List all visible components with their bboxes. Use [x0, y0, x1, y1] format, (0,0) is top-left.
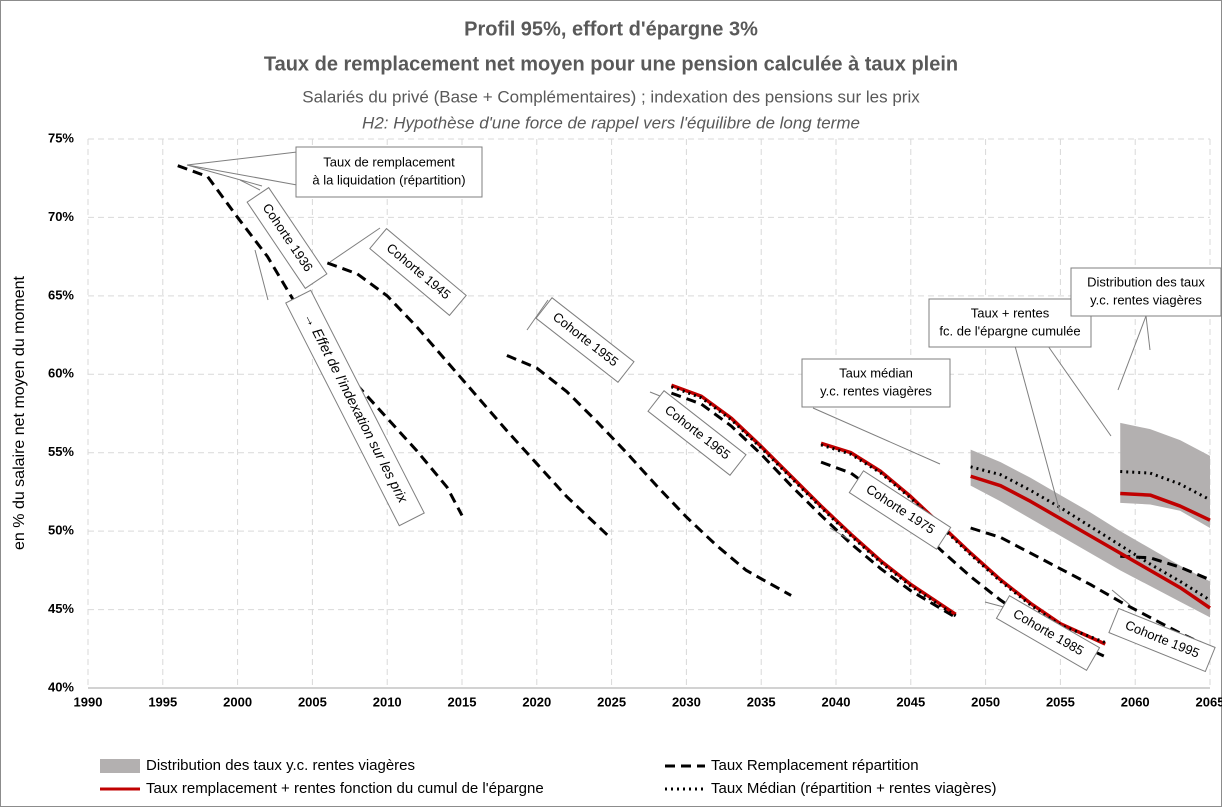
x-tick-label: 2015: [448, 694, 477, 709]
x-tick-label: 2040: [822, 694, 851, 709]
annotation-box: [1070, 267, 1222, 317]
y-tick-label: 75%: [48, 130, 74, 145]
annotation-text: Taux de remplacement: [323, 154, 455, 169]
chart-subtitle2: Salariés du privé (Base + Complémentaire…: [302, 87, 920, 106]
annotation-text: Taux + rentes: [971, 305, 1050, 320]
band: [970, 449, 1210, 618]
x-tick-label: 2020: [522, 694, 551, 709]
x-tick-label: 2005: [298, 694, 327, 709]
legend-label: Distribution des taux y.c. rentes viagèr…: [146, 757, 415, 774]
annotation-box: [928, 298, 1092, 348]
x-tick-label: 1995: [148, 694, 177, 709]
x-tick-label: 2045: [896, 694, 925, 709]
annotation-box: [1108, 607, 1216, 673]
leader-line: [812, 407, 941, 465]
x-tick-label: 2025: [597, 694, 626, 709]
annotation: Distribution des taux y.c. rentes viagère…: [1070, 267, 1222, 317]
leader-line: [1117, 315, 1147, 391]
x-tick-label: 2035: [747, 694, 776, 709]
x-tick-label: 2055: [1046, 694, 1075, 709]
x-tick-label: 2060: [1121, 694, 1150, 709]
leader-line: [1014, 345, 1061, 513]
leader-line: [1047, 345, 1112, 437]
annotation-text: fc. de l'épargne cumulée: [939, 323, 1080, 338]
leader-line: [239, 179, 261, 191]
x-tick-label: 2065: [1196, 694, 1222, 709]
leader-line: [526, 299, 549, 331]
annotation-box: [285, 289, 425, 527]
line: [670, 383, 1211, 646]
annotation: Taux de remplacement à la liquidation (ré…: [295, 146, 483, 198]
legend-swatch: [100, 759, 140, 773]
annotation-box: [295, 146, 483, 198]
chart-subtitle: Taux de remplacement net moyen pour une …: [264, 53, 958, 75]
annotation-text: Distribution des taux: [1087, 274, 1205, 289]
y-axis-label: en % du salaire net moyen du moment: [11, 275, 28, 549]
annotation-box: [369, 227, 467, 317]
leader-line: [1111, 589, 1131, 606]
leader-line: [186, 151, 298, 166]
leader-line: [186, 164, 263, 187]
y-tick-label: 60%: [48, 366, 74, 381]
leader-line: [186, 164, 298, 186]
band: [1120, 422, 1210, 529]
x-tick-label: 2000: [223, 694, 252, 709]
annotation-text: y.c. rentes viagères: [820, 383, 932, 398]
annotation-text: Taux médian: [839, 365, 913, 380]
legend-label: Taux Remplacement répartition: [711, 757, 919, 774]
annotation-box: [995, 595, 1101, 671]
annotation-text: à la liquidation (répartition): [312, 172, 465, 187]
x-tick-label: 1990: [74, 694, 103, 709]
annotation: Taux + rentes fc. de l'épargne cumulée: [928, 298, 1092, 348]
chart-note: H2: Hypothèse d'une force de rappel vers…: [362, 113, 860, 132]
y-tick-label: 65%: [48, 287, 74, 302]
leader-line: [329, 227, 381, 263]
leader-line: [1145, 315, 1151, 351]
chart-title: Profil 95%, effort d'épargne 3%: [464, 18, 758, 40]
leader-line: [254, 249, 269, 301]
annotation-box: [801, 358, 951, 408]
annotation: Taux médian y.c. rentes viagères: [801, 358, 951, 408]
y-tick-label: 40%: [48, 679, 74, 694]
y-tick-label: 55%: [48, 444, 74, 459]
x-tick-label: 2010: [373, 694, 402, 709]
annotation-box: [535, 297, 635, 383]
x-tick-label: 2030: [672, 694, 701, 709]
y-tick-label: 50%: [48, 523, 74, 538]
legend-label: Taux Médian (répartition + rentes viagèr…: [711, 780, 997, 797]
x-tick-label: 2050: [971, 694, 1000, 709]
leader-line: [829, 527, 851, 541]
legend-label: Taux remplacement + rentes fonction du c…: [146, 780, 544, 797]
annotation-box: [647, 390, 747, 476]
y-tick-label: 45%: [48, 601, 74, 616]
annotation-box: [848, 470, 952, 550]
y-tick-label: 70%: [48, 209, 74, 224]
annotation-box: [246, 186, 328, 290]
annotation-text: y.c. rentes viagères: [1090, 292, 1202, 307]
